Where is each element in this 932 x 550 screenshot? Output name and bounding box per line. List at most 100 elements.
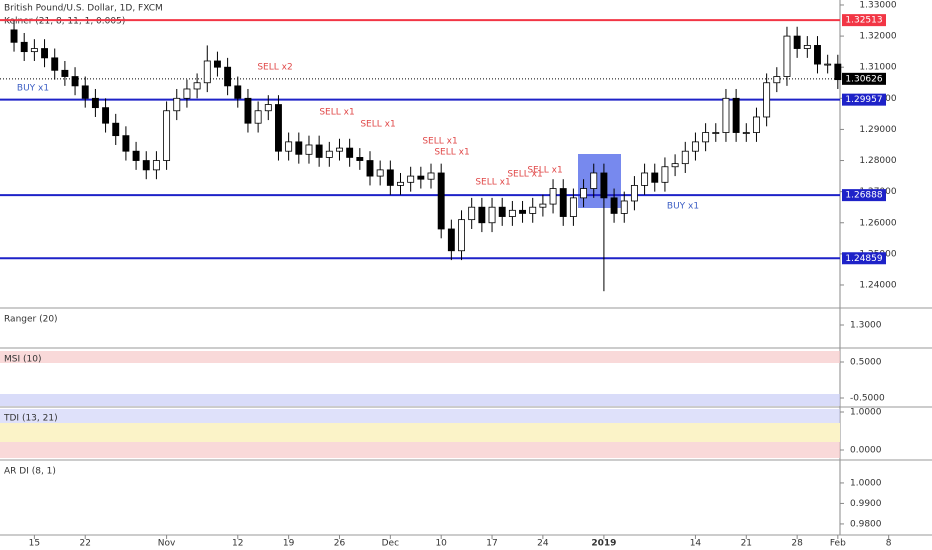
candle-body — [529, 206, 537, 214]
x-tick-label: 26 — [334, 539, 346, 549]
candle-body — [163, 110, 171, 161]
candle-body — [834, 63, 842, 81]
y-tick-label: 1.33000 — [859, 0, 896, 10]
candle-body — [275, 104, 282, 152]
candle-body — [630, 185, 638, 202]
candle-body — [152, 160, 160, 171]
candle-body — [325, 150, 333, 158]
candle-body — [356, 157, 364, 161]
candle-body — [447, 228, 455, 252]
y-tick-label: 1.29000 — [859, 125, 896, 135]
signal-label: SELL x1 — [475, 178, 510, 188]
candle-body — [519, 209, 526, 214]
candle-body — [41, 48, 48, 59]
candle-body — [498, 206, 506, 217]
y-tick-label: 1.31000 — [859, 63, 896, 73]
candle-body — [305, 144, 313, 155]
candle-body — [407, 175, 415, 183]
x-tick-label: 12 — [232, 539, 243, 549]
candle-body — [742, 132, 750, 134]
candle-body — [91, 97, 99, 109]
x-tick-label: 21 — [741, 539, 752, 549]
candle-body — [244, 97, 252, 124]
candle-body — [753, 116, 760, 133]
x-tick-label: 28 — [791, 539, 803, 549]
candle-body — [488, 206, 496, 224]
candle-body — [539, 203, 547, 208]
candle-body — [651, 172, 659, 183]
candle-body — [691, 141, 699, 152]
signal-label: SELL x2 — [257, 63, 292, 73]
signal-label: SELL x1 — [422, 137, 457, 147]
x-tick-label: 24 — [537, 539, 549, 549]
signal-label: BUY x1 — [667, 202, 699, 212]
candle-body — [81, 85, 89, 99]
candle-body — [213, 60, 221, 68]
x-tick-label: 10 — [435, 539, 447, 549]
candle-body — [620, 200, 628, 214]
candle-body — [61, 69, 69, 77]
indicator-label: Kelner (21, 8, 11, 1, 0.005) — [4, 17, 125, 27]
y-tick-label: 1.24000 — [859, 280, 896, 290]
candle-body — [183, 88, 191, 99]
candle-body — [102, 107, 110, 124]
candle-body — [590, 172, 598, 189]
y-tick-label: 1.28000 — [859, 156, 896, 166]
candle-body — [51, 57, 59, 71]
pane-y-tick-label: 1.0000 — [850, 478, 882, 488]
tdi-lower-zone — [0, 442, 840, 458]
candle-body — [661, 166, 669, 183]
candle-body — [610, 197, 618, 214]
x-tick-label: 2019 — [591, 539, 616, 549]
candle-body — [722, 97, 730, 133]
x-tick-label: 14 — [690, 539, 702, 549]
candle-body — [397, 181, 404, 186]
candle-body — [203, 60, 211, 84]
candle-body — [346, 147, 354, 158]
price-level-badge — [842, 72, 886, 85]
pane-y-tick-label: 0.0000 — [850, 446, 882, 456]
candle-body — [458, 219, 465, 252]
candle-body — [234, 85, 242, 99]
price-level-badge — [842, 14, 886, 27]
msi-upper-zone — [0, 351, 840, 363]
price-level-label: 1.32513 — [845, 16, 882, 26]
candle-body — [793, 35, 801, 49]
price-level-label: 1.30626 — [845, 74, 882, 84]
candle-body — [376, 169, 384, 177]
pane-y-tick-label: 0.9900 — [850, 499, 882, 509]
candle-body — [10, 29, 18, 43]
candle-body — [122, 135, 130, 152]
price-level-label: 1.29957 — [845, 95, 882, 105]
signal-label: SELL x1 — [527, 166, 562, 176]
candle-body — [254, 110, 262, 124]
candle-body — [285, 141, 293, 152]
candle-body — [681, 150, 689, 165]
x-tick-label: 19 — [283, 539, 295, 549]
candle-body — [763, 82, 771, 118]
pane-title: AR DI (8, 1) — [4, 467, 56, 477]
candle-body — [468, 206, 476, 221]
x-tick-label: Dec — [382, 539, 399, 549]
price-level-badge — [842, 252, 886, 265]
candle-body — [142, 160, 150, 171]
candle-body — [295, 141, 303, 155]
candle-body — [732, 97, 740, 133]
candle-body — [366, 160, 374, 177]
candle-body — [71, 76, 79, 87]
x-tick-label: 22 — [79, 539, 90, 549]
signal-label: SELL x1 — [319, 108, 354, 118]
price-level-badge — [842, 189, 886, 202]
pane-y-tick-label: 1.0000 — [850, 407, 882, 417]
y-tick-label: 1.26000 — [859, 218, 896, 228]
chart-title: British Pound/U.S. Dollar, 1D, FXCM — [4, 4, 163, 14]
candle-body — [336, 147, 343, 152]
candle-body — [702, 132, 710, 143]
candle-body — [824, 63, 832, 66]
msi-lower-zone — [0, 394, 840, 406]
pane-title: MSI (10) — [4, 355, 41, 365]
candle-body — [814, 45, 821, 65]
candle-body — [224, 66, 232, 87]
x-tick-label: 15 — [29, 539, 40, 549]
